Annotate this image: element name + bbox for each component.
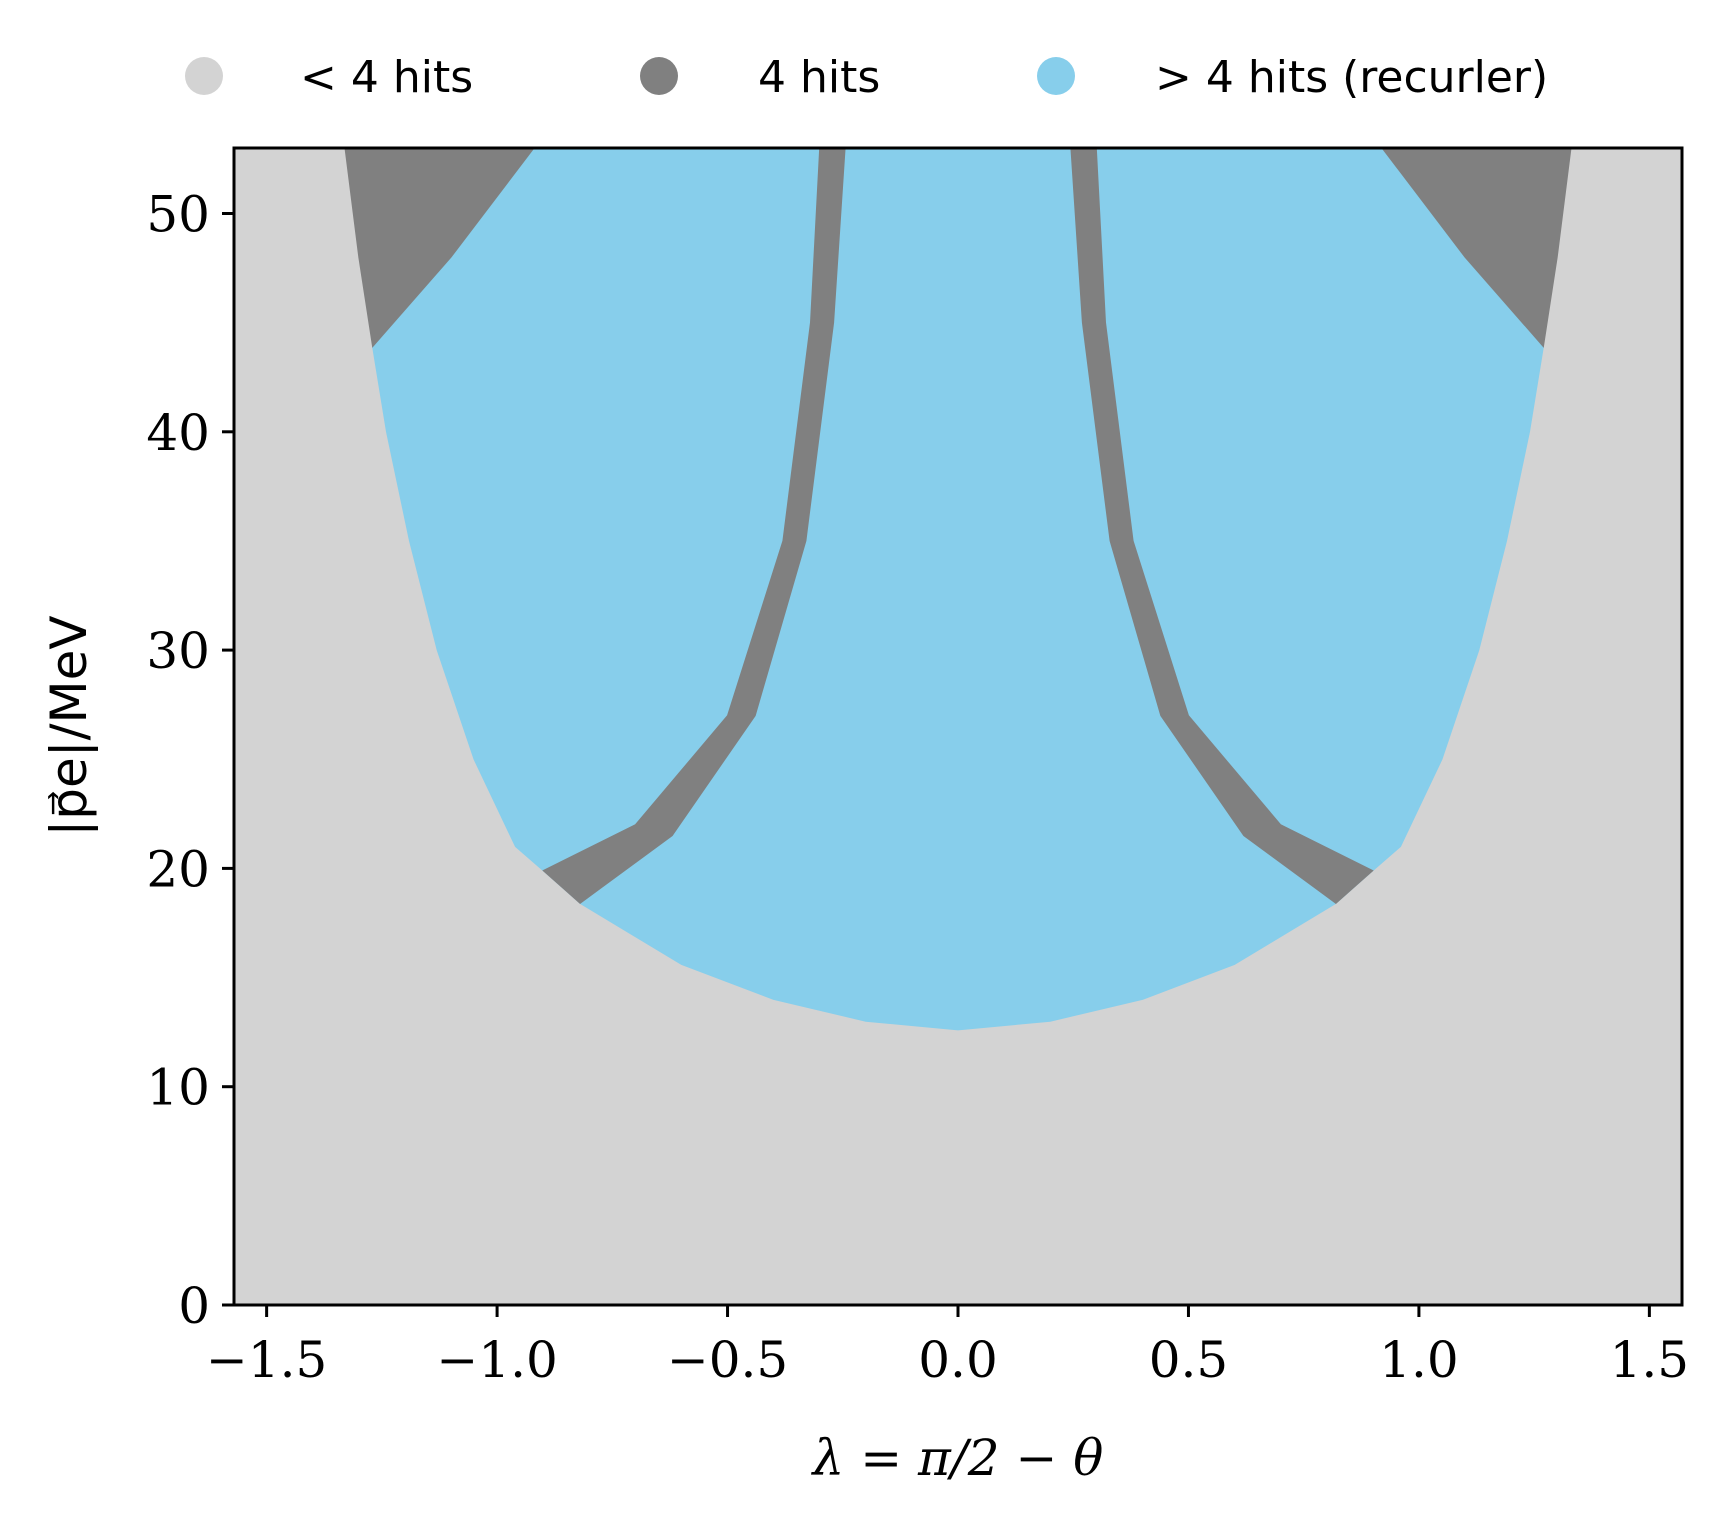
x-tick-label: −1.5	[206, 1331, 327, 1389]
x-axis-title: λ = π/2 − θ	[811, 1429, 1104, 1487]
legend-swatch-4-hits	[640, 57, 678, 95]
legend: < 4 hits 4 hits > 4 hits (recurler)	[185, 52, 1548, 103]
region-upper-left-corner	[344, 148, 535, 348]
legend-label-more-than-4: > 4 hits (recurler)	[1155, 52, 1548, 103]
x-tick-label: −1.0	[436, 1331, 557, 1389]
x-tick-label: 0.5	[1149, 1331, 1229, 1389]
region-upper-right-corner	[1381, 148, 1572, 348]
legend-swatch-less-than-4	[185, 57, 223, 95]
y-axis-ticks: 0 10 20 30 40 50	[146, 185, 234, 1335]
x-tick-label: 0.0	[918, 1331, 998, 1389]
y-tick-label: 40	[146, 404, 210, 462]
legend-label-less-than-4: < 4 hits	[300, 52, 473, 103]
x-tick-label: −0.5	[667, 1331, 788, 1389]
legend-label-4-hits: 4 hits	[758, 52, 880, 103]
y-tick-label: 10	[146, 1059, 210, 1117]
legend-swatch-more-than-4	[1037, 57, 1075, 95]
x-axis-ticks: −1.5 −1.0 −0.5 0.0 0.5 1.0 1.5	[206, 1305, 1689, 1389]
x-tick-label: 1.5	[1610, 1331, 1690, 1389]
y-tick-label: 50	[146, 185, 210, 243]
plot-regions	[234, 148, 1682, 1305]
y-axis-title: |p⃗e|/MeV	[40, 615, 98, 836]
y-tick-label: 30	[146, 622, 210, 680]
region-left-band	[542, 148, 846, 904]
y-tick-label: 0	[178, 1277, 210, 1335]
x-tick-label: 1.0	[1379, 1331, 1459, 1389]
region-right-band	[1070, 148, 1374, 904]
y-tick-label: 20	[146, 840, 210, 898]
